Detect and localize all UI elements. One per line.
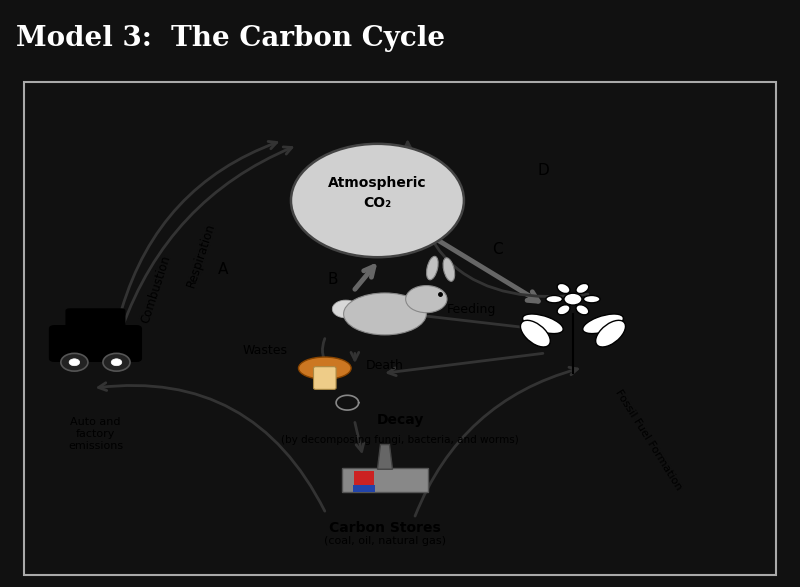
Ellipse shape bbox=[426, 257, 438, 280]
Ellipse shape bbox=[522, 314, 563, 333]
Circle shape bbox=[111, 359, 122, 366]
Text: (coal, oil, natural gas): (coal, oil, natural gas) bbox=[324, 536, 446, 546]
Text: Combustion: Combustion bbox=[138, 254, 173, 325]
Ellipse shape bbox=[582, 314, 623, 333]
FancyBboxPatch shape bbox=[50, 326, 142, 361]
Circle shape bbox=[564, 294, 582, 305]
Ellipse shape bbox=[443, 258, 454, 281]
Ellipse shape bbox=[557, 305, 570, 315]
FancyBboxPatch shape bbox=[353, 485, 375, 492]
Text: Death: Death bbox=[366, 359, 404, 372]
FancyBboxPatch shape bbox=[66, 309, 125, 332]
Text: Auto and
factory
emissions: Auto and factory emissions bbox=[68, 417, 123, 451]
Text: D: D bbox=[537, 163, 549, 178]
Text: Atmospheric
CO₂: Atmospheric CO₂ bbox=[328, 176, 426, 210]
Ellipse shape bbox=[576, 284, 589, 294]
Ellipse shape bbox=[343, 293, 426, 335]
Polygon shape bbox=[378, 444, 393, 469]
Text: Wastes: Wastes bbox=[242, 345, 287, 357]
Text: Decay: Decay bbox=[376, 413, 424, 427]
Text: A: A bbox=[218, 262, 229, 277]
Ellipse shape bbox=[557, 284, 570, 294]
Circle shape bbox=[291, 144, 464, 257]
Text: B: B bbox=[327, 272, 338, 287]
Ellipse shape bbox=[546, 295, 562, 303]
Ellipse shape bbox=[298, 357, 351, 379]
Text: Model 3:  The Carbon Cycle: Model 3: The Carbon Cycle bbox=[16, 25, 445, 52]
Ellipse shape bbox=[406, 285, 447, 313]
Text: (by decomposing fungi, bacteria, and worms): (by decomposing fungi, bacteria, and wor… bbox=[281, 435, 519, 445]
FancyBboxPatch shape bbox=[342, 468, 428, 492]
Ellipse shape bbox=[521, 321, 550, 347]
Text: Carbon Stores: Carbon Stores bbox=[329, 521, 441, 535]
Ellipse shape bbox=[576, 305, 589, 315]
Ellipse shape bbox=[583, 295, 600, 303]
Ellipse shape bbox=[596, 321, 626, 347]
Text: Fossil Fuel Formation: Fossil Fuel Formation bbox=[613, 387, 683, 492]
Circle shape bbox=[332, 300, 359, 318]
Circle shape bbox=[69, 359, 80, 366]
Text: C: C bbox=[493, 242, 503, 257]
Text: Feeding: Feeding bbox=[446, 303, 496, 316]
Circle shape bbox=[61, 353, 88, 371]
Text: Respiration: Respiration bbox=[184, 221, 218, 289]
FancyBboxPatch shape bbox=[314, 367, 336, 389]
FancyBboxPatch shape bbox=[354, 471, 374, 490]
Circle shape bbox=[103, 353, 130, 371]
